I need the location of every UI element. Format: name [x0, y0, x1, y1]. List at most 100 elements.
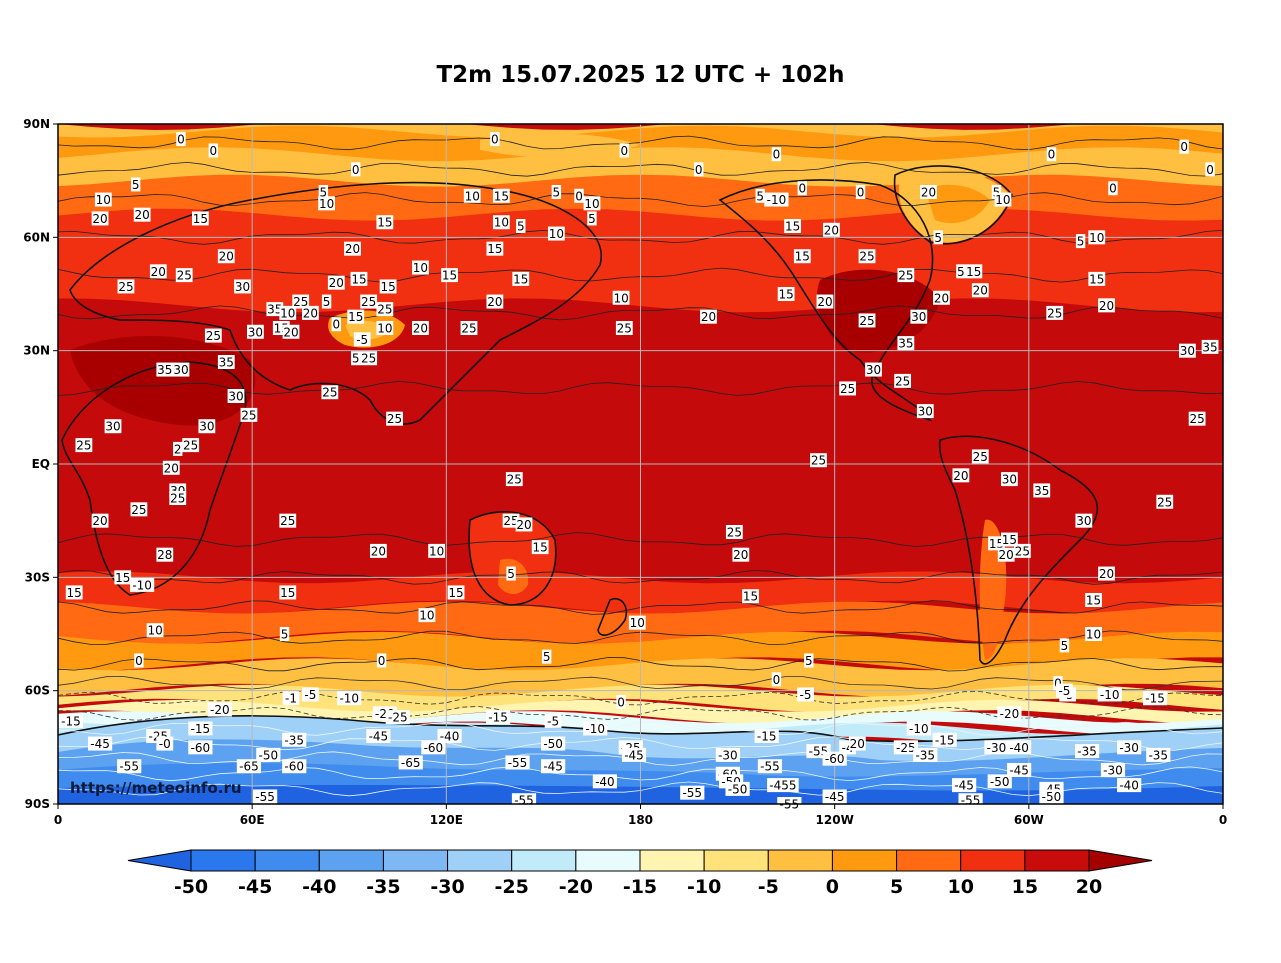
contour-label-bg	[822, 789, 847, 804]
contour-label-bg	[1001, 532, 1018, 547]
contour-label-bg	[784, 219, 801, 233]
contour-label-text: -55	[508, 756, 528, 770]
contour-label: -50	[1039, 789, 1064, 804]
contour-label-bg	[188, 740, 213, 755]
colorbar-segment	[767, 849, 833, 872]
contour-label-bg	[742, 589, 759, 604]
contour-label: -10	[130, 577, 155, 592]
contour-label-bg	[175, 268, 193, 283]
contour-label: -25	[385, 710, 410, 725]
contour-label: 30	[234, 279, 251, 294]
contour-label: 15	[114, 570, 132, 585]
contour-label-text: -45	[543, 760, 563, 774]
contour-label-text: 10	[465, 189, 480, 203]
contour-label: -10	[906, 721, 931, 736]
contour-label-bg	[920, 185, 937, 199]
contour-label-text: 10	[96, 193, 111, 207]
contour-label: 20	[282, 324, 300, 339]
contour-label-text: 25	[183, 439, 198, 453]
colorbar-segment	[318, 849, 384, 872]
contour-label-bg	[994, 192, 1012, 207]
contour-label-text: 5	[805, 654, 813, 668]
contour-label: -50	[725, 781, 750, 796]
contour-label-text: 0	[1109, 182, 1117, 196]
contour-label: -35	[913, 747, 938, 762]
contour-label-text: 15	[115, 571, 130, 585]
contour-label-bg	[897, 268, 915, 283]
contour-label: 15	[742, 589, 759, 604]
contour-label: 30	[910, 309, 928, 324]
contour-label-bg	[360, 294, 378, 309]
contour-label-bg	[114, 570, 132, 585]
contour-label-text: -40	[440, 730, 460, 744]
contour-label: 10	[1088, 230, 1106, 245]
contour-label: 20	[1098, 566, 1115, 581]
contour-label: 35	[266, 302, 284, 317]
contour-label-bg	[997, 706, 1022, 721]
contour-label-bg	[318, 185, 329, 199]
contour-label-text: 25	[507, 473, 522, 487]
sahara-hot-region	[70, 336, 256, 426]
contour-label-text: -55	[255, 790, 275, 804]
contour-label: 10	[279, 305, 297, 320]
contour-label: 20	[952, 468, 970, 483]
contour-label: -40	[1007, 740, 1032, 755]
contour-label-bg	[1053, 676, 1063, 691]
contour-label-bg	[182, 438, 200, 453]
contour-label-text: 10	[494, 216, 509, 230]
contour-label-bg	[777, 287, 795, 301]
lon-tick-label: 120E	[430, 813, 463, 827]
contour-label: 0	[1046, 147, 1057, 162]
contour-label: 0	[1179, 139, 1189, 154]
contour-label-text: -10	[339, 692, 359, 706]
colorbar-level-label: -5	[758, 876, 779, 898]
contour-label-bg	[486, 710, 511, 725]
contour-label-text: -30	[987, 741, 1007, 755]
contour-label-text: 25	[895, 374, 910, 388]
contour-label-bg	[1179, 139, 1189, 154]
contour-label-bg	[1156, 494, 1174, 509]
contour-label: -15	[1142, 691, 1168, 706]
contour-label-bg	[541, 736, 566, 751]
contour-label-text: 35	[157, 363, 172, 377]
contour-label-bg	[1074, 744, 1100, 759]
contour-label: 25	[897, 268, 915, 283]
contour-label-text: 25	[177, 269, 192, 283]
contour-label: 25	[839, 381, 857, 396]
contour-label: 20	[149, 264, 167, 279]
contour-label: 0	[771, 147, 782, 162]
coastline-north-america	[718, 179, 934, 422]
contour-label-text: -35	[1148, 748, 1168, 762]
contour-label: -60	[822, 751, 847, 766]
contour-label-text: 25	[1157, 495, 1172, 509]
contour-label-bg	[347, 309, 365, 324]
contour-label-text: -40	[1009, 741, 1029, 755]
contour-label-bg	[916, 404, 934, 419]
contour-label-text: 15	[348, 310, 363, 324]
lat-tick-label: 30N	[23, 344, 50, 358]
contour-label: -50	[987, 774, 1012, 789]
colorbar-level-label: -10	[687, 876, 721, 898]
colorbar-level-label: -20	[559, 876, 593, 898]
contour-label-text: 0	[617, 696, 625, 710]
contour-label-bg	[240, 407, 258, 422]
contour-label-bg	[169, 491, 187, 505]
coastline-new-zealand	[597, 598, 628, 636]
contour-label-text: -455	[769, 779, 796, 793]
contour-label: 5	[991, 185, 1002, 200]
contour-label: -45	[621, 747, 647, 762]
colorbar-segment	[831, 849, 898, 872]
contour-label-text: 5	[553, 186, 561, 200]
contour-label-text: -50	[1042, 790, 1062, 804]
contour-label-bg	[351, 351, 361, 366]
contour-label: -30	[715, 747, 740, 762]
contour-label: 20	[369, 543, 387, 558]
colorbar-segment	[447, 849, 513, 872]
contour-label-text: 25	[76, 439, 91, 453]
contour-label-text: -4	[842, 741, 854, 755]
contour-label: 35	[1201, 339, 1219, 354]
contour-label: 5	[1075, 234, 1086, 249]
contour-label: 20	[997, 547, 1015, 562]
contour-label-text: -1	[285, 692, 297, 706]
contour-label-text: 0	[798, 182, 806, 196]
